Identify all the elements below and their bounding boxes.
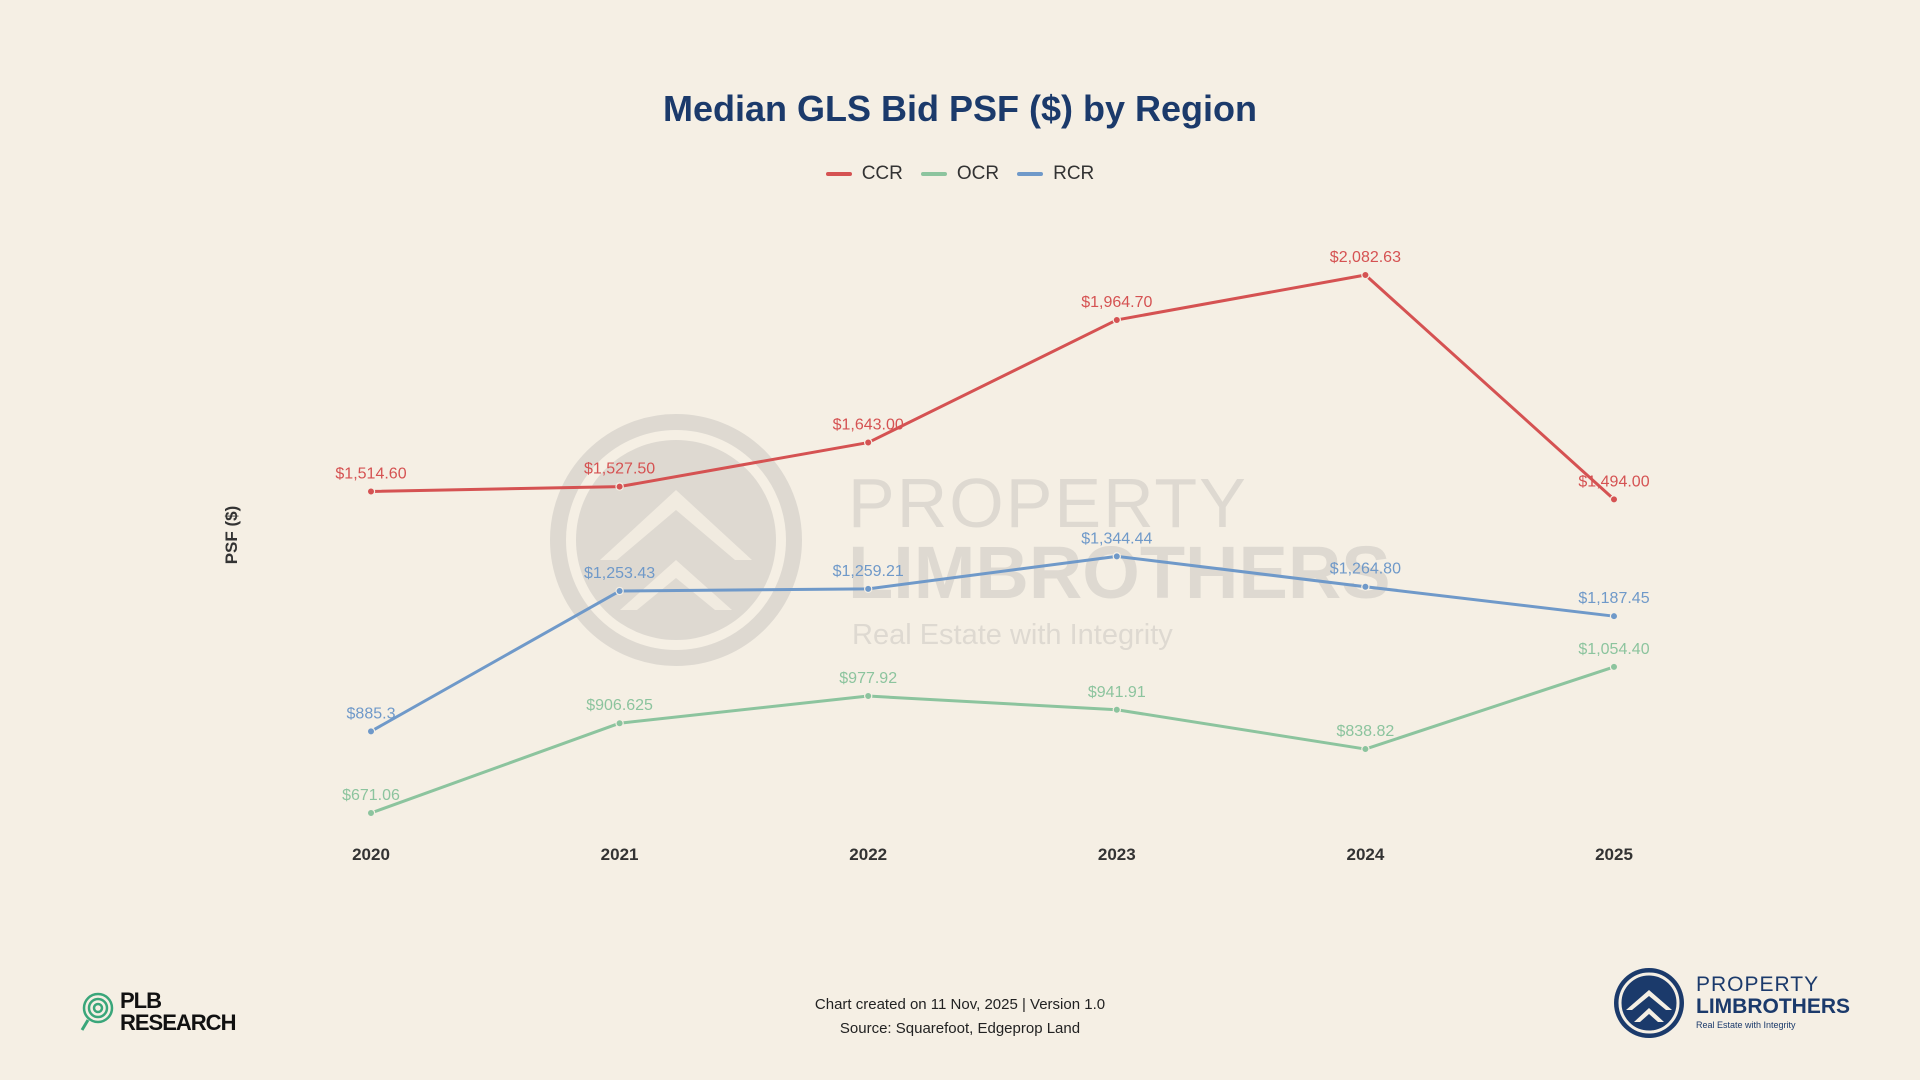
- bulb-icon: [80, 992, 114, 1031]
- data-point-ocr: [366, 808, 376, 818]
- x-tick-label: 2022: [849, 845, 887, 864]
- data-label-ocr: $941.91: [1088, 684, 1146, 701]
- data-point-rcr: [1609, 611, 1619, 621]
- data-label-ocr: $1,054.40: [1578, 641, 1649, 658]
- legend-item-ccr[interactable]: CCR: [825, 163, 903, 185]
- data-label-rcr: $1,264.80: [1330, 561, 1401, 578]
- data-label-ccr: $1,514.60: [335, 465, 406, 482]
- watermark-line2: LIMBROTHERS: [848, 531, 1391, 614]
- legend-swatch-ccr: [825, 172, 852, 176]
- property-limbrothers-logo: PROPERTY LIMBROTHERS Real Estate with In…: [1612, 966, 1850, 1040]
- footer-source: Source: Squarefoot, Edgeprop Land: [839, 1020, 1081, 1037]
- legend-swatch-ocr: [920, 172, 947, 176]
- series-line-rcr: [370, 554, 1615, 733]
- series-line-ccr: [370, 273, 1616, 501]
- legend-item-ocr[interactable]: OCR: [920, 163, 1000, 185]
- data-point-ocr: [864, 691, 873, 701]
- data-label-rcr: $885.3: [347, 705, 396, 722]
- data-point-ocr: [1609, 662, 1619, 672]
- plb-logo-bottom: RESEARCH: [120, 1010, 236, 1035]
- data-point-ocr: [615, 719, 624, 728]
- data-point-rcr: [1361, 582, 1370, 591]
- x-tick-label: 2023: [1098, 845, 1136, 864]
- data-label-rcr: $1,259.21: [833, 563, 904, 580]
- watermark-line1: PROPERTY: [848, 464, 1248, 542]
- legend-item-rcr[interactable]: RCR: [1017, 163, 1094, 185]
- data-label-ocr: $906.625: [586, 697, 653, 714]
- data-label-rcr: $1,344.44: [1081, 530, 1152, 547]
- data-point-ccr: [864, 438, 873, 447]
- x-tick-label: 2024: [1346, 845, 1384, 864]
- watermark-roof-top: [600, 490, 752, 560]
- data-point-ccr: [615, 482, 624, 491]
- data-point-ccr: [1361, 270, 1370, 280]
- data-point-ocr: [1361, 744, 1370, 754]
- legend-swatch-rcr: [1017, 172, 1044, 176]
- data-label-ccr: $1,643.00: [833, 417, 904, 434]
- legend-label-rcr: RCR: [1053, 163, 1095, 184]
- legend-label-ccr: CCR: [861, 163, 903, 184]
- plb-logo-top: PLB: [120, 988, 162, 1013]
- house-roof-icon: [1614, 968, 1684, 1038]
- data-label-ocr: $838.82: [1336, 723, 1394, 740]
- chart-footer: Chart created on 11 Nov, 2025 | Version …: [0, 993, 1920, 1041]
- watermark-roof-bottom: [620, 560, 732, 610]
- footer-created: Chart created on 11 Nov, 2025 | Version …: [814, 996, 1106, 1013]
- chart-title: Median GLS Bid PSF ($) by Region: [662, 88, 1258, 129]
- watermark-ring: [550, 414, 802, 666]
- data-point-ocr: [1112, 705, 1122, 714]
- data-label-ccr: $2,082.63: [1330, 249, 1401, 266]
- data-label-ccr: $1,527.50: [584, 461, 655, 478]
- data-point-rcr: [615, 586, 624, 596]
- data-point-ccr: [366, 487, 376, 496]
- data-label-ocr: $977.92: [839, 670, 897, 687]
- data-point-rcr: [864, 584, 873, 594]
- y-axis-label: PSF ($): [222, 505, 241, 565]
- data-point-ccr: [1609, 495, 1619, 504]
- data-label-ocr: $671.06: [342, 787, 400, 804]
- plb-research-logo: PLB RESEARCH: [80, 988, 236, 1035]
- watermark-line3: Real Estate with Integrity: [852, 619, 1173, 651]
- brand-line1: PROPERTY: [1696, 973, 1820, 996]
- chart-legend: CCR OCR RCR: [0, 163, 1920, 185]
- data-label-rcr: $1,253.43: [584, 565, 655, 582]
- data-label-rcr: $1,187.45: [1578, 590, 1649, 607]
- data-point-ccr: [1112, 315, 1122, 325]
- data-point-rcr: [1112, 552, 1122, 561]
- brand-line3: Real Estate with Integrity: [1696, 1020, 1796, 1030]
- data-point-rcr: [366, 727, 376, 736]
- x-tick-label: 2025: [1595, 845, 1633, 864]
- x-tick-label: 2020: [352, 845, 390, 864]
- data-label-ccr: $1,494.00: [1578, 473, 1649, 490]
- x-tick-label: 2021: [601, 845, 639, 864]
- data-label-ccr: $1,964.70: [1081, 294, 1152, 311]
- series-line-ocr: [370, 665, 1615, 815]
- legend-label-ocr: OCR: [956, 163, 1000, 184]
- brand-line2: LIMBROTHERS: [1696, 995, 1850, 1018]
